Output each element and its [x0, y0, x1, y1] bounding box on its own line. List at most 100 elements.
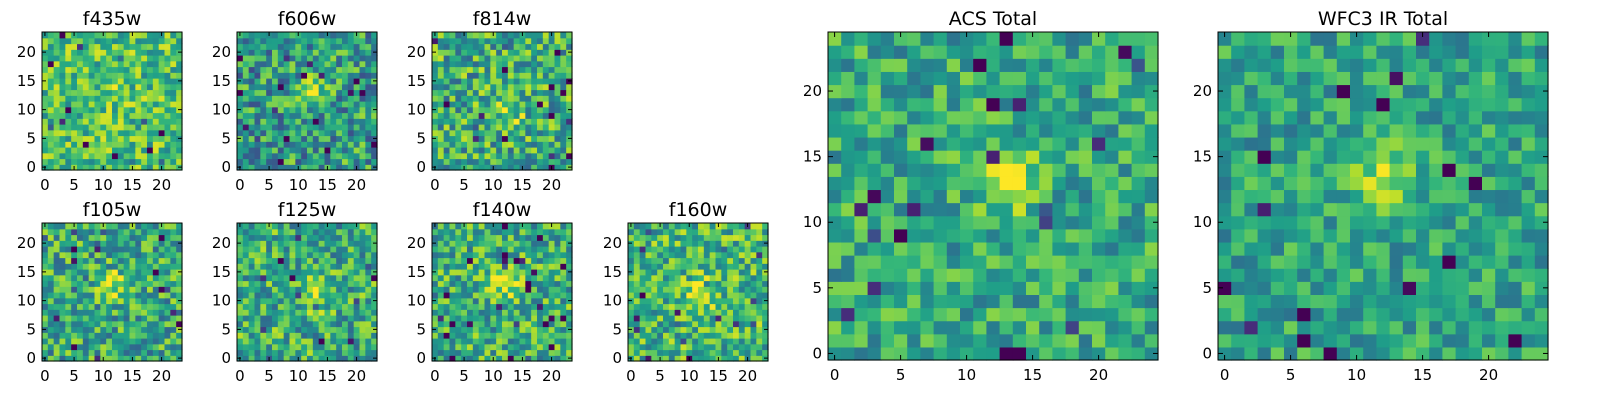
heatmap-cell	[1026, 84, 1040, 99]
heatmap-cell	[484, 55, 491, 62]
y-tick-label: 15	[17, 72, 36, 90]
heatmap-cell	[237, 263, 244, 270]
heatmap-cell	[867, 281, 882, 295]
heatmap-cell	[507, 326, 515, 333]
heatmap-cell	[106, 292, 113, 299]
heatmap-cell	[455, 338, 462, 345]
heatmap-cell	[330, 43, 337, 50]
heatmap-cell	[525, 228, 532, 236]
heatmap-cell	[94, 303, 101, 310]
heatmap-cell	[248, 355, 256, 362]
heatmap-cell	[1131, 241, 1146, 256]
heatmap-cell	[59, 326, 66, 333]
heatmap-cell	[554, 66, 561, 73]
heatmap-cell	[141, 152, 148, 160]
heatmap-cell	[880, 281, 895, 295]
heatmap-cell	[336, 338, 343, 345]
heatmap-cell	[77, 106, 84, 114]
heatmap-cell	[112, 286, 119, 293]
heatmap-cell	[920, 110, 935, 125]
heatmap-cell	[507, 246, 515, 253]
heatmap-cell	[289, 95, 296, 102]
heatmap-cell	[158, 234, 166, 241]
heatmap-cell	[461, 263, 468, 270]
heatmap-cell	[496, 118, 503, 125]
heatmap-cell	[525, 257, 532, 264]
heatmap-cell	[738, 309, 746, 316]
heatmap-cell	[47, 309, 55, 316]
heatmap-cell	[674, 320, 682, 328]
heatmap-cell	[542, 66, 550, 73]
y-tick-label: 5	[612, 320, 622, 338]
heatmap-cell	[365, 251, 372, 259]
heatmap-cell	[248, 135, 256, 142]
heatmap-cell	[347, 43, 355, 50]
heatmap-cell	[242, 223, 250, 230]
heatmap-cell	[507, 355, 515, 362]
heatmap-cell	[762, 286, 769, 293]
heatmap-cell	[478, 343, 486, 351]
heatmap-cell	[999, 346, 1014, 361]
heatmap-cell	[277, 223, 285, 230]
heatmap-cell	[1131, 307, 1146, 322]
heatmap-cell	[307, 240, 314, 247]
heatmap-cell	[88, 135, 96, 142]
heatmap-cell	[141, 320, 148, 328]
heatmap-cell	[715, 240, 722, 247]
heatmap-cell	[651, 251, 658, 259]
heatmap-cell	[324, 124, 331, 131]
heatmap-cell	[147, 43, 154, 50]
heatmap-cell	[651, 269, 658, 276]
heatmap-cell	[537, 234, 544, 241]
y-tick-label: 0	[221, 158, 231, 176]
heatmap-cell	[289, 66, 296, 73]
heatmap-cell	[47, 101, 55, 108]
heatmap-cell	[47, 135, 55, 142]
heatmap-cell	[100, 263, 107, 270]
heatmap-cell	[342, 234, 349, 241]
plot-frame	[627, 222, 769, 362]
heatmap-cell	[164, 66, 171, 73]
heatmap-cell	[147, 246, 154, 253]
heatmap-cell	[65, 118, 72, 125]
heatmap-cell	[330, 66, 337, 73]
heatmap-cell	[437, 55, 445, 62]
heatmap-cell	[164, 147, 171, 154]
heatmap-cell	[283, 101, 291, 108]
heatmap-cell	[933, 281, 948, 295]
heatmap-cell	[1078, 189, 1093, 204]
x-tick-label: 20	[347, 367, 366, 385]
heatmap-cell	[496, 349, 503, 356]
heatmap-cell	[272, 257, 279, 264]
heatmap-cell	[639, 234, 647, 241]
heatmap-cell	[94, 251, 101, 259]
heatmap-cell	[692, 263, 699, 270]
heatmap-cell	[560, 326, 567, 333]
heatmap-cell	[359, 274, 366, 282]
heatmap-cell	[59, 223, 66, 230]
heatmap-cell	[560, 349, 567, 356]
heatmap-cell	[907, 320, 921, 335]
heatmap-cell	[1078, 150, 1093, 164]
heatmap-cell	[94, 55, 101, 62]
heatmap-cell	[542, 106, 550, 114]
heatmap-cell	[301, 338, 308, 345]
heatmap-cell	[461, 106, 468, 114]
heatmap-cell	[158, 101, 166, 108]
heatmap-cell	[283, 234, 291, 241]
heatmap-cell	[112, 43, 119, 50]
heatmap-cell	[365, 37, 372, 45]
heatmap-cell	[77, 228, 84, 236]
heatmap-cell	[449, 55, 456, 62]
heatmap-cell	[461, 234, 468, 241]
heatmap-cell	[867, 333, 882, 348]
heatmap-cell	[560, 152, 567, 160]
heatmap-cell	[347, 274, 355, 282]
heatmap-cell	[1218, 320, 1232, 335]
heatmap-cell	[147, 72, 154, 79]
heatmap-cell	[1118, 333, 1133, 348]
heatmap-cell	[254, 95, 261, 102]
heatmap-cell	[461, 269, 468, 276]
heatmap-cell	[123, 129, 131, 137]
heatmap-cell	[106, 303, 113, 310]
